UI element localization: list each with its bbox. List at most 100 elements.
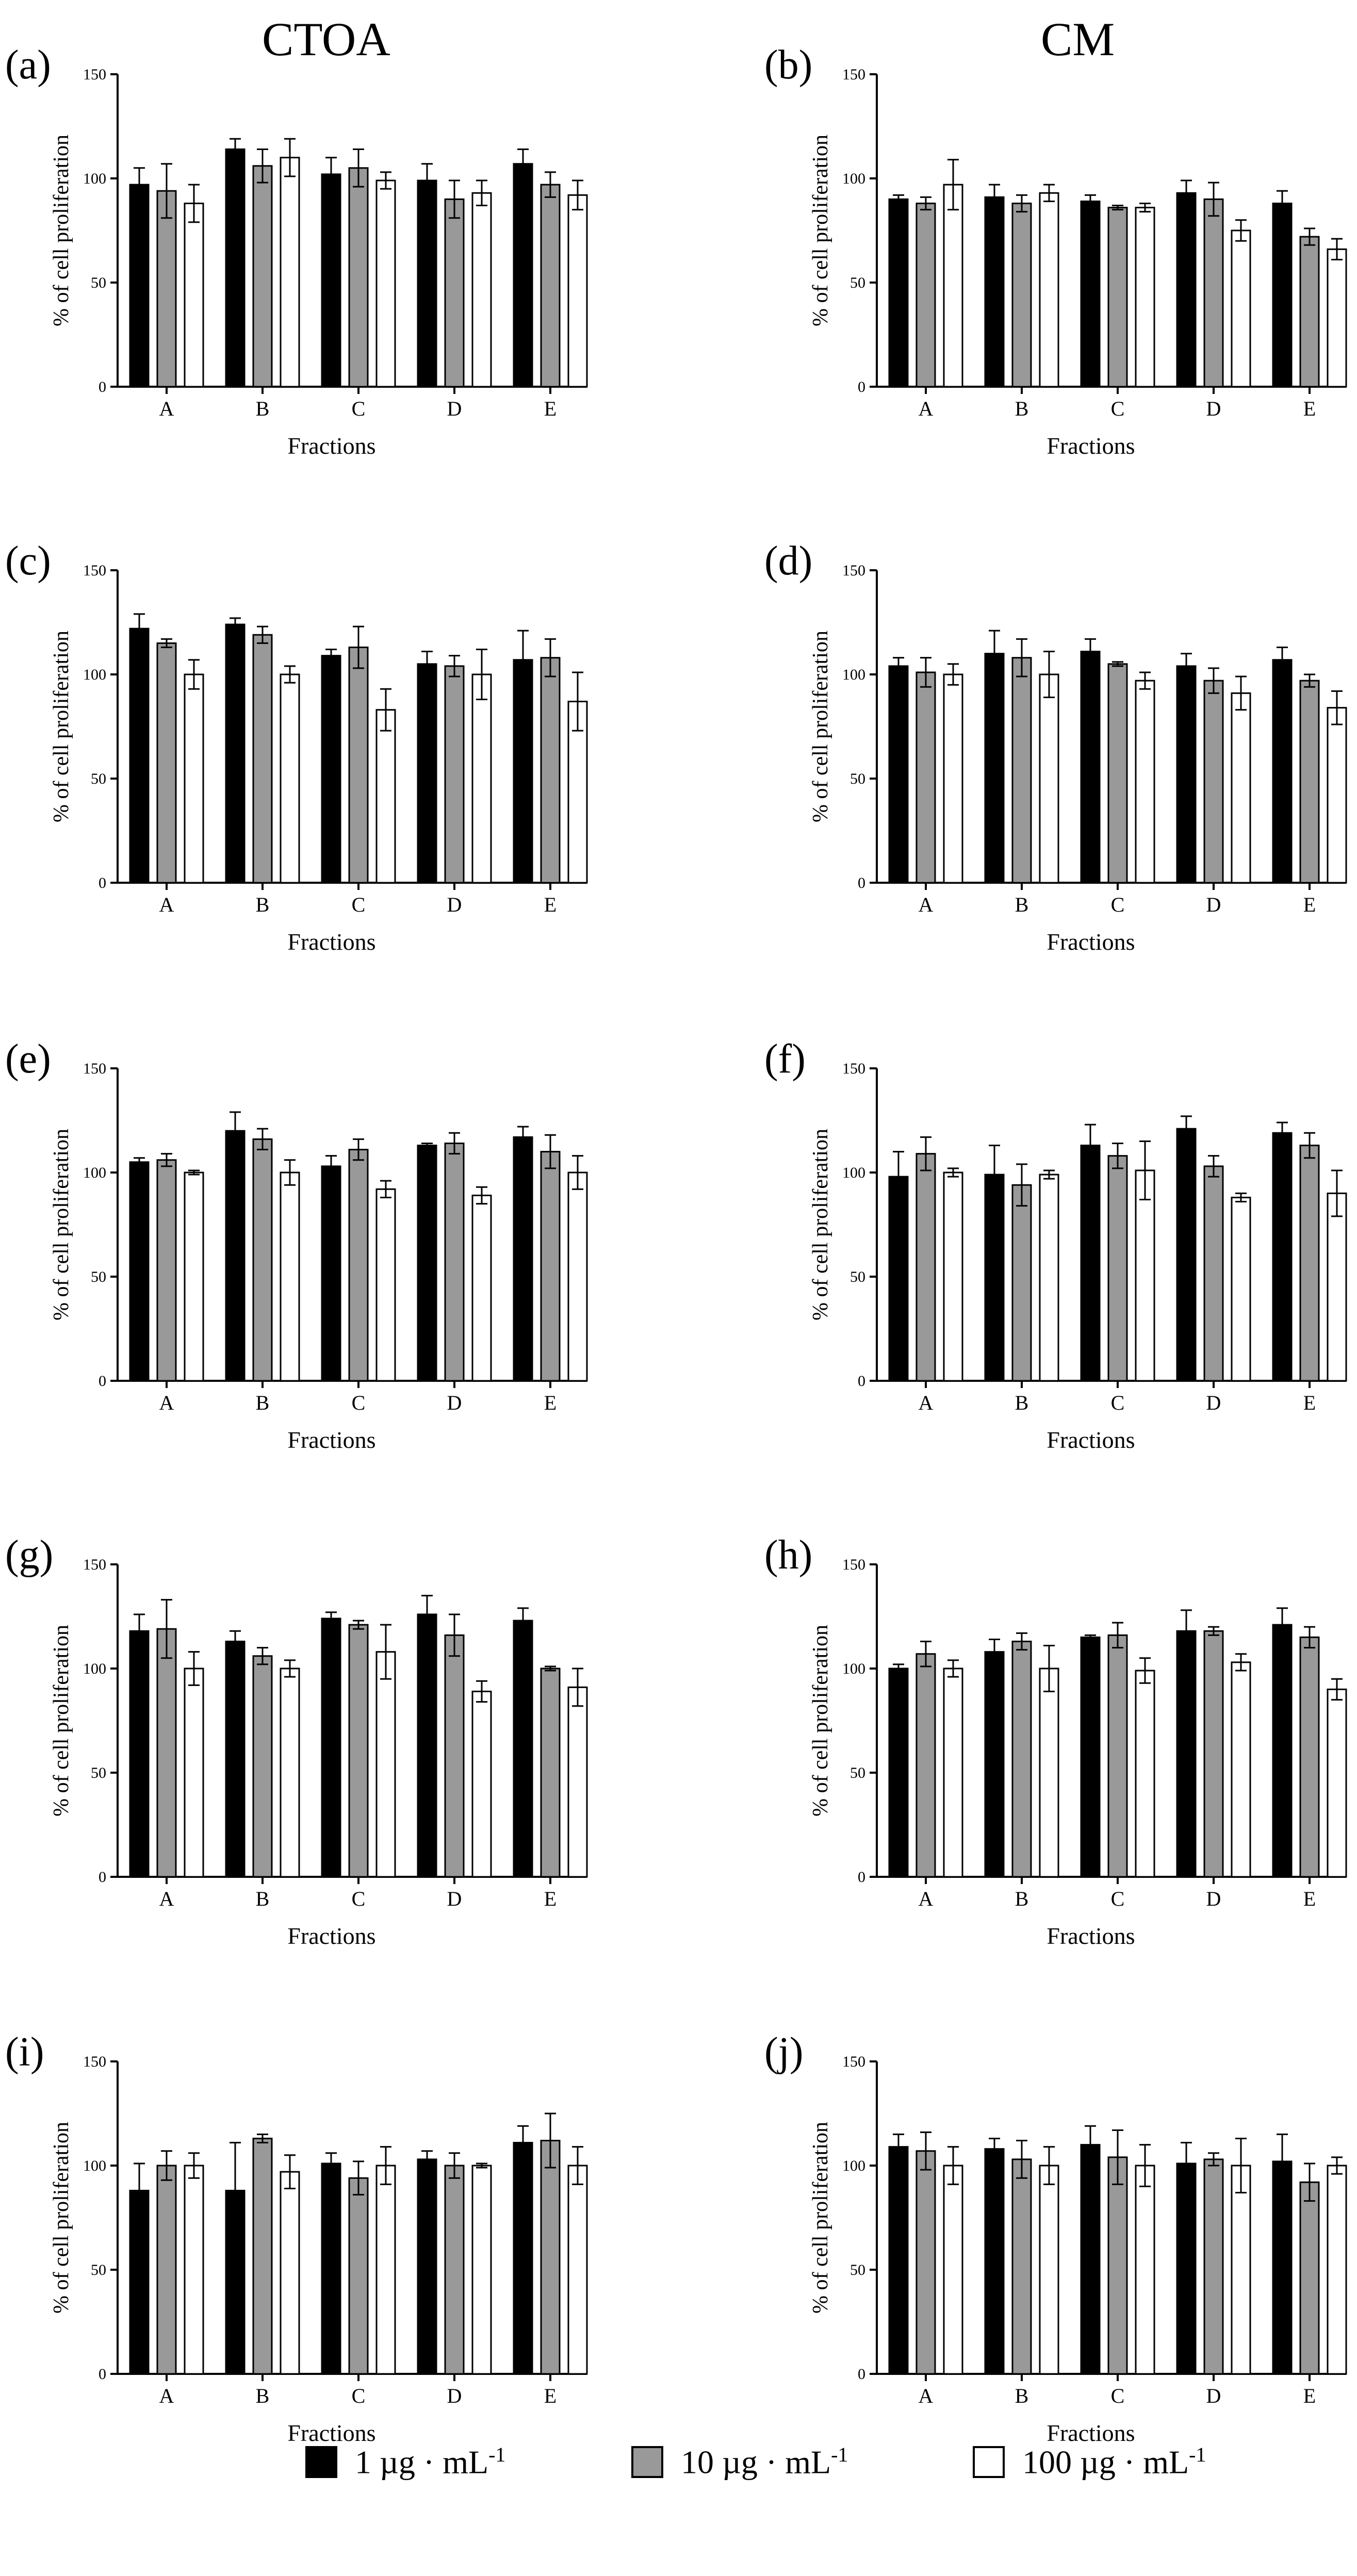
chart-d-bar-E-1: [1272, 659, 1293, 884]
chart-c-bar-D-100: [471, 673, 492, 884]
chart-g-bar-B-100: [280, 1667, 300, 1878]
chart-g-bar-A-10: [156, 1628, 177, 1878]
chart-f-bar-E-1: [1272, 1132, 1293, 1382]
chart-g-y-tick-label-0: 0: [99, 1869, 106, 1886]
chart-h-x-tick-label-C: C: [1111, 1887, 1125, 1910]
chart-e-y-tick-label-2: 100: [83, 1164, 106, 1181]
chart-e-bar-A-10: [156, 1159, 177, 1382]
chart-j-x-tick-label-A: A: [919, 2384, 934, 2407]
chart-a-panel-label: (a): [5, 42, 51, 88]
chart-b-bar-E-10: [1299, 236, 1320, 388]
chart-h-x-label: Fractions: [1047, 1923, 1135, 1949]
chart-i-y-tick-label-1: 50: [91, 2261, 106, 2278]
chart-b-y-tick-label-1: 50: [850, 274, 865, 291]
chart-h-bar-A-10: [915, 1653, 936, 1878]
chart-a-bar-B-10: [252, 165, 273, 388]
chart-h-bar-C-10: [1107, 1634, 1128, 1878]
chart-c-bar-E-100: [567, 701, 588, 884]
column-title-ctoa: CTOA: [262, 13, 390, 65]
chart-a-bar-C-100: [375, 179, 396, 388]
chart-a-bar-E-10: [540, 184, 561, 388]
chart-i-bar-A-1: [129, 2189, 150, 2375]
chart-h-bar-D-100: [1231, 1661, 1251, 1878]
chart-i-x-tick-label-C: C: [352, 2384, 366, 2407]
chart-e-panel-label: (e): [5, 1036, 51, 1082]
chart-i-bar-A-100: [184, 2165, 204, 2375]
chart-g-bar-E-100: [567, 1686, 588, 1878]
chart-j-bar-E-10: [1299, 2181, 1320, 2375]
chart-b-x-tick-label-A: A: [919, 397, 934, 420]
chart-e-x-tick-label-E: E: [544, 1391, 557, 1414]
legend-item-10: 10 µg · mL-1: [631, 2434, 848, 2490]
chart-a-y-label: % of cell proliferation: [50, 135, 73, 326]
chart-a-y-tick-label-0: 0: [99, 378, 106, 395]
chart-f-x-label: Fractions: [1047, 1427, 1135, 1453]
chart-d-y-tick-label-2: 100: [842, 666, 865, 683]
chart-g-bar-C-1: [321, 1617, 341, 1878]
chart-d-x-tick-label-D: D: [1206, 893, 1221, 916]
chart-c-bar-B-1: [225, 623, 246, 884]
chart-a-bar-B-100: [280, 157, 300, 388]
chart-c-bar-A-10: [156, 642, 177, 884]
chart-j-bar-A-1: [888, 2146, 909, 2375]
chart-j-y-tick-label-1: 50: [850, 2261, 865, 2278]
chart-d-bar-A-1: [888, 665, 909, 884]
chart-e-x-tick-label-B: B: [256, 1391, 270, 1414]
chart-g-bar-A-100: [184, 1667, 204, 1878]
chart-f-bar-D-1: [1176, 1128, 1197, 1382]
chart-f-panel-label: (f): [764, 1036, 806, 1082]
chart-j-x-tick-label-D: D: [1206, 2384, 1221, 2407]
chart-a-bar-A-10: [156, 190, 177, 388]
chart-h-bar-E-100: [1327, 1688, 1347, 1878]
chart-j-bar-C-1: [1080, 2144, 1101, 2375]
chart-g-bar-B-1: [225, 1640, 246, 1878]
chart-b-panel-label: (b): [764, 42, 812, 88]
chart-d-bar-D-1: [1176, 665, 1197, 884]
chart-j-bar-A-10: [915, 2150, 936, 2375]
chart-e-bar-C-10: [348, 1149, 369, 1382]
chart-h-bar-C-1: [1080, 1636, 1101, 1878]
chart-j-panel-label: (j): [764, 2029, 804, 2075]
chart-b-bar-D-100: [1231, 229, 1251, 388]
chart-e-bar-C-1: [321, 1165, 341, 1382]
chart-b-bar-B-1: [984, 196, 1005, 388]
chart-h-bar-A-100: [943, 1667, 963, 1878]
chart-g-y-tick-label-3: 150: [83, 1556, 106, 1573]
chart-a-bar-B-1: [225, 148, 246, 388]
chart-j-y-tick-label-0: 0: [858, 2366, 865, 2383]
legend-item-1: 1 µg · mL-1: [305, 2434, 505, 2490]
chart-g-x-tick-label-B: B: [256, 1887, 270, 1910]
legend-label-10: 10 µg · mL-1: [681, 2443, 848, 2481]
chart-c-y-tick-label-0: 0: [99, 874, 106, 891]
chart-d-x-label: Fractions: [1047, 929, 1135, 955]
chart-c-bar-D-10: [444, 665, 465, 884]
chart-b-x-tick-label-D: D: [1206, 397, 1221, 420]
chart-f-bar-D-100: [1231, 1196, 1251, 1382]
chart-b-x-tick-label-C: C: [1111, 397, 1125, 420]
chart-j-bar-C-100: [1135, 2165, 1155, 2375]
chart-e-bar-E-10: [540, 1151, 561, 1382]
chart-e-x-tick-label-D: D: [447, 1391, 462, 1414]
chart-b-bar-E-1: [1272, 202, 1293, 388]
chart-d-y-tick-label-1: 50: [850, 770, 865, 787]
chart-h-bar-E-1: [1272, 1624, 1293, 1878]
chart-b-bar-D-10: [1203, 198, 1224, 388]
chart-e-bar-B-1: [225, 1130, 246, 1382]
chart-i-x-tick-label-B: B: [256, 2384, 270, 2407]
chart-g-bar-D-100: [471, 1690, 492, 1878]
chart-b-bar-A-10: [915, 202, 936, 388]
chart-d-y-label: % of cell proliferation: [809, 631, 832, 822]
chart-b-bar-C-10: [1107, 207, 1128, 388]
chart-b-x-tick-label-E: E: [1303, 397, 1316, 420]
chart-h-y-tick-label-2: 100: [842, 1660, 865, 1677]
chart-g-x-tick-label-A: A: [159, 1887, 174, 1910]
chart-g-bar-D-10: [444, 1634, 465, 1878]
chart-h-y-label: % of cell proliferation: [809, 1625, 832, 1817]
chart-b-y-tick-label-0: 0: [858, 378, 865, 395]
chart-a-bar-D-1: [417, 179, 437, 388]
chart-e-bar-D-10: [444, 1142, 465, 1382]
chart-j-bar-D-10: [1203, 2158, 1224, 2375]
chart-j-bar-D-100: [1231, 2165, 1251, 2375]
chart-g-x-tick-label-E: E: [544, 1887, 557, 1910]
